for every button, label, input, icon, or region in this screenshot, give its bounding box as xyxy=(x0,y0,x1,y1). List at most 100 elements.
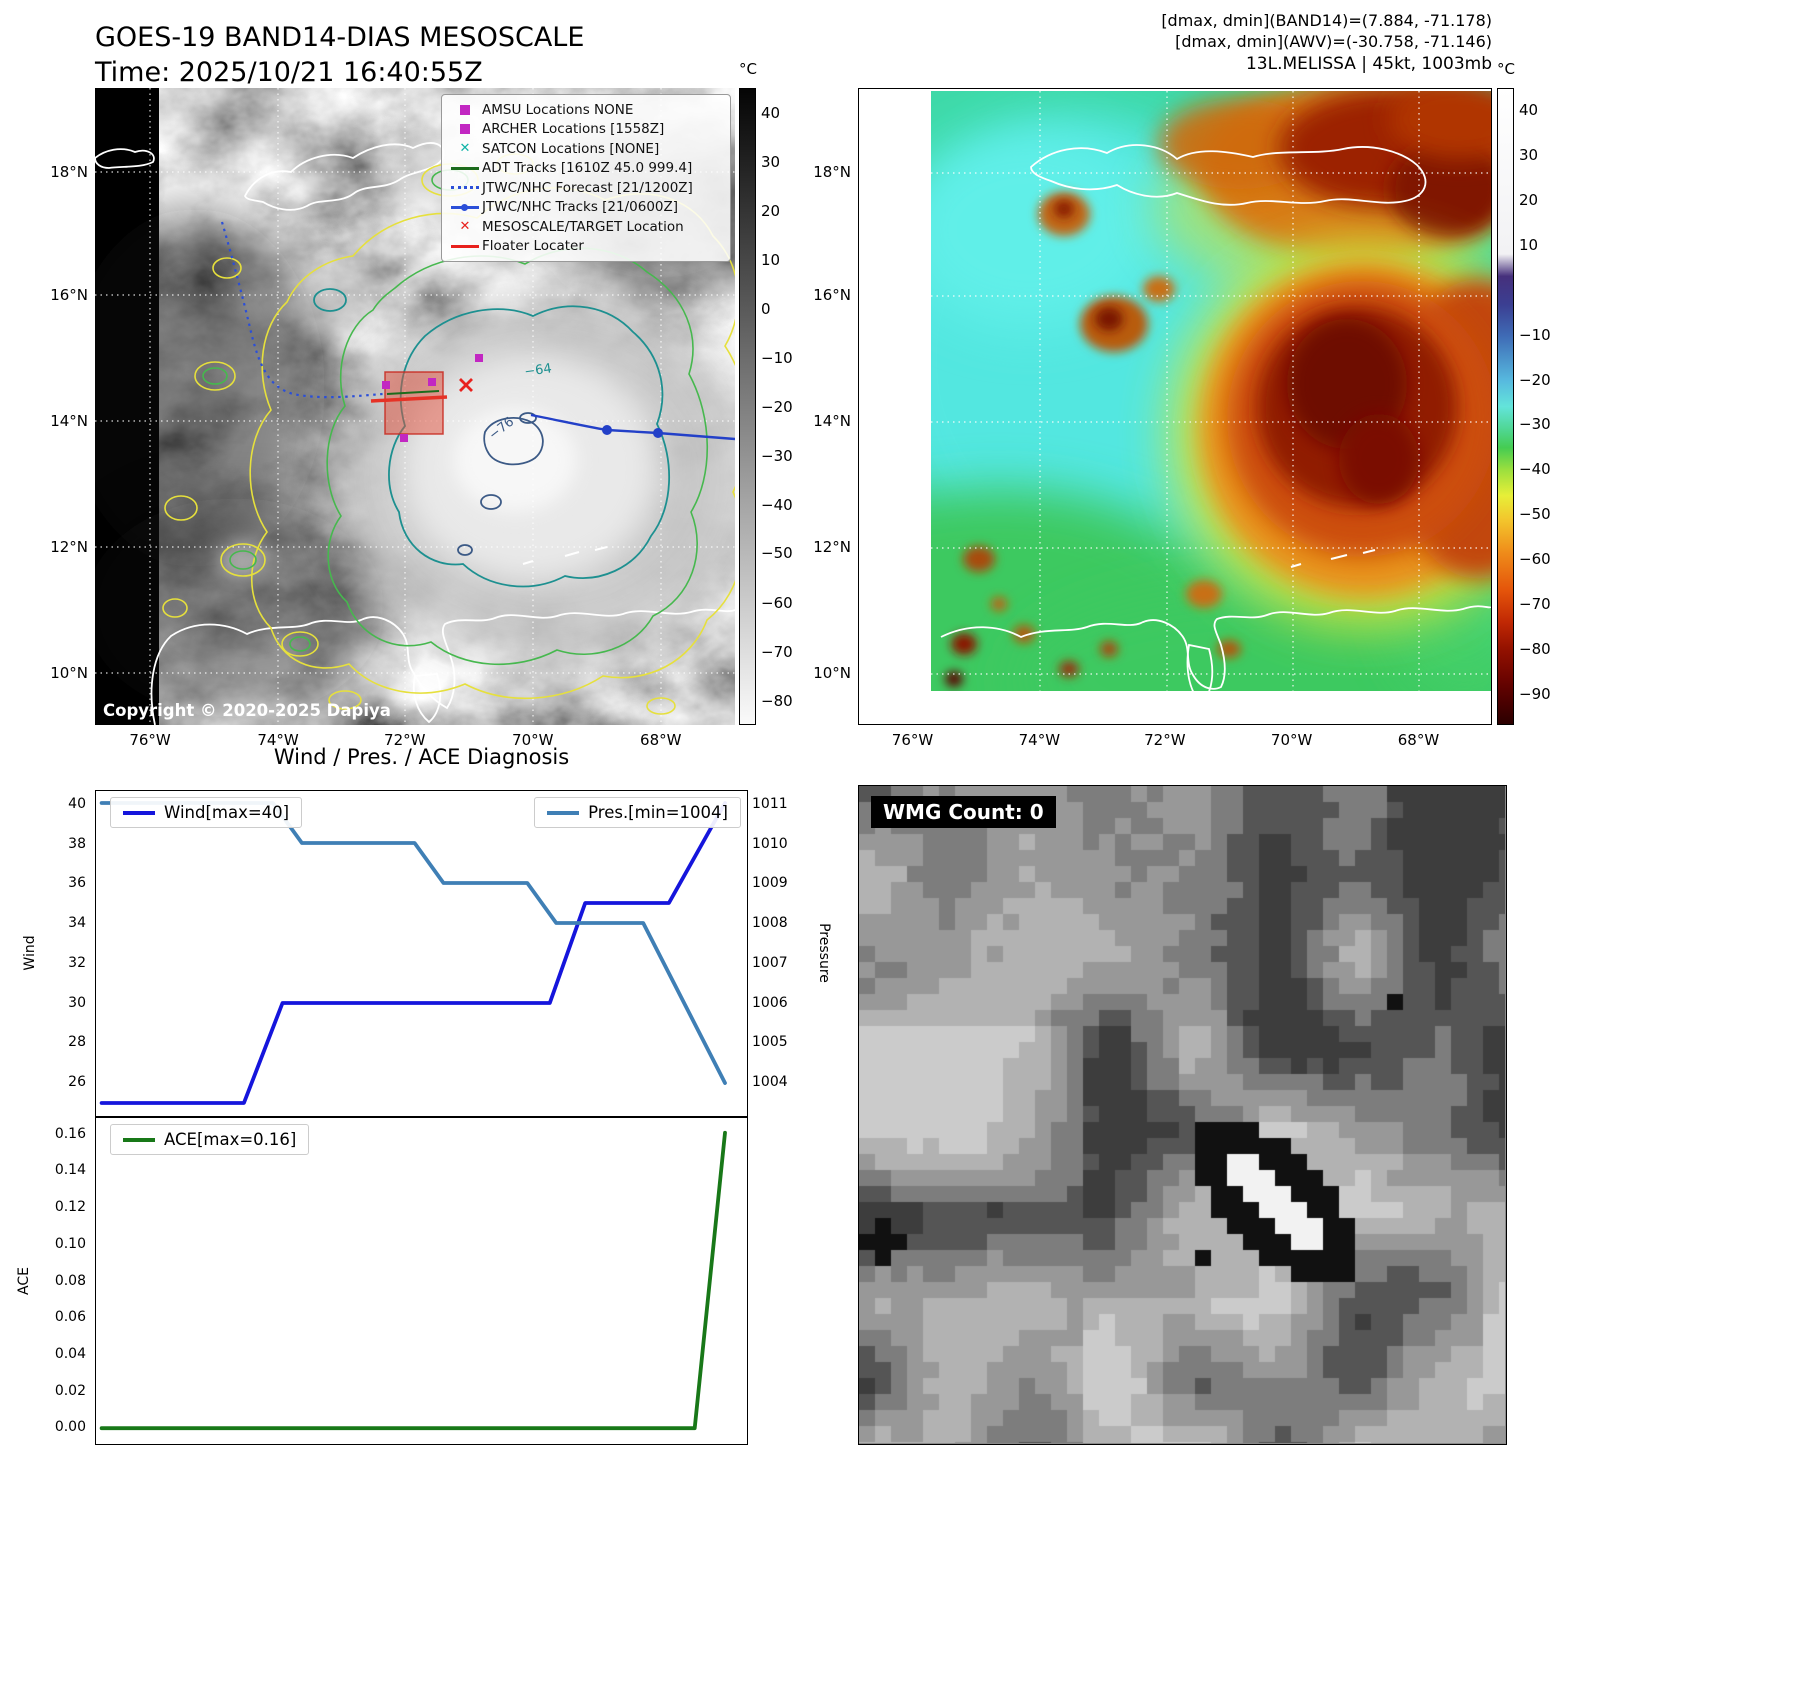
axis-tick-label: 36 xyxy=(68,875,86,892)
axis-tick-label: 74°W xyxy=(257,731,299,749)
awv-header: [dmax, dmin](BAND14)=(7.884, -71.178) [d… xyxy=(950,10,1492,75)
legend-marker-line-dot-icon xyxy=(448,203,482,212)
axis-tick-label: 38 xyxy=(68,835,86,852)
floater-locater-line xyxy=(370,395,448,403)
awv-header-line1: [dmax, dmin](BAND14)=(7.884, -71.178) xyxy=(1161,11,1492,30)
wind-axis-ticks: 26 28 30 32 34 36 38 40 xyxy=(48,792,86,1114)
axis-tick-label: 16°N xyxy=(50,286,88,305)
contour-label-64: −64 xyxy=(523,361,552,380)
adt-track-line xyxy=(386,390,440,395)
band14-colorbar-ticks: 40 30 20 10 0 −10 −20 −30 −40 −50 −60 −70 −80 xyxy=(761,88,803,725)
legend-item: AMSU Locations NONE xyxy=(448,100,724,120)
axis-tick-label: 1008 xyxy=(752,915,788,932)
pressure-axis-ticks: 1004 1005 1006 1007 1008 1009 1010 1011 xyxy=(752,792,798,1114)
axis-tick-label: −30 xyxy=(761,446,793,465)
mesoscale-target-x-icon xyxy=(459,378,473,392)
axis-tick-label: 1004 xyxy=(752,1074,788,1091)
axis-tick-label: 1005 xyxy=(752,1034,788,1051)
axis-tick-label: −80 xyxy=(761,691,793,710)
storm-info-line: 13L.MELISSA | 45kt, 1003mb xyxy=(1245,54,1492,74)
band14-time: Time: 2025/10/21 16:40:55Z xyxy=(95,57,483,88)
axis-tick-label: 0 xyxy=(761,299,771,318)
axis-tick-label: 76°W xyxy=(891,731,934,749)
axis-tick-label: 40 xyxy=(1519,101,1539,120)
axis-tick-label: 28 xyxy=(68,1034,86,1051)
legend-label: JTWC/NHC Forecast [21/1200Z] xyxy=(482,179,693,196)
ace-plot-area xyxy=(99,1130,727,1431)
axis-tick-label: 30 xyxy=(761,152,781,171)
axis-tick-label: 18°N xyxy=(813,163,851,182)
axis-tick-label: 0.06 xyxy=(54,1309,86,1326)
axis-tick-label: 14°N xyxy=(813,412,851,431)
axis-tick-label: 1011 xyxy=(752,795,788,812)
legend-label: ARCHER Locations [1558Z] xyxy=(482,121,665,138)
legend-marker-line-icon xyxy=(448,164,482,173)
axis-tick-label: 30 xyxy=(68,994,86,1011)
band14-colorbar xyxy=(739,88,756,725)
wind-pressure-chart: Wind[max=40] Pres.[min=1004] xyxy=(95,790,748,1117)
ace-axis-ticks: 0.00 0.02 0.04 0.06 0.08 0.10 0.12 0.14 0.16 xyxy=(42,1119,86,1442)
archer-amsu-markers xyxy=(382,354,483,442)
band14-map: −64 −76 AMSU Locations NONE ARCHER Locati… xyxy=(95,88,735,725)
legend-item: JTWC/NHC Forecast [21/1200Z] xyxy=(448,178,724,198)
pressure-legend: Pres.[min=1004] xyxy=(534,797,741,828)
legend-label: MESOSCALE/TARGET Location xyxy=(482,218,684,235)
axis-tick-label: −40 xyxy=(761,495,793,514)
axis-tick-label: 76°W xyxy=(129,731,171,749)
axis-tick-label: −20 xyxy=(1519,370,1551,389)
awv-colorbar-ticks: 40 30 20 10 −10 −20 −30 −40 −50 −60 −70 −80 −90 xyxy=(1519,88,1561,725)
legend-marker-dotted-icon xyxy=(448,186,482,190)
axis-tick-label: 0.08 xyxy=(54,1272,86,1289)
wmg-panel: WMG Count: 0 xyxy=(858,785,1507,1445)
axis-tick-label: 20 xyxy=(761,201,781,220)
wind-legend-label: Wind[max=40] xyxy=(164,803,290,822)
band14-legend: AMSU Locations NONE ARCHER Locations [155… xyxy=(441,94,731,262)
awv-header-line2: [dmax, dmin](AWV)=(-30.758, -71.146) xyxy=(1175,32,1492,51)
legend-marker-square-icon xyxy=(448,104,482,115)
pressure-legend-line-icon xyxy=(547,810,580,815)
awv-map xyxy=(858,88,1492,725)
pressure-axis-label: Pressure xyxy=(816,923,832,983)
axis-tick-label: 10°N xyxy=(50,663,88,682)
axis-tick-label: 10 xyxy=(1519,236,1539,254)
axis-tick-label: 1009 xyxy=(752,875,788,892)
wind-legend: Wind[max=40] xyxy=(110,797,303,828)
axis-tick-label: 72°W xyxy=(1144,731,1186,749)
ace-legend-label: ACE[max=0.16] xyxy=(164,1130,297,1149)
legend-label: SATCON Locations [NONE] xyxy=(482,140,660,157)
contour-teal xyxy=(313,288,670,588)
axis-tick-label: −90 xyxy=(1519,684,1551,703)
axis-tick-label: 0.14 xyxy=(54,1162,86,1179)
legend-item: JTWC/NHC Tracks [21/0600Z] xyxy=(448,198,724,218)
legend-marker-square-icon xyxy=(448,124,482,135)
wind-legend-line-icon xyxy=(123,810,155,815)
legend-item: ✕ SATCON Locations [NONE] xyxy=(448,139,724,159)
axis-tick-label: 14°N xyxy=(50,412,88,431)
legend-marker-line-icon xyxy=(448,242,482,251)
coastlines xyxy=(940,144,1491,691)
legend-label: Floater Locater xyxy=(482,238,584,255)
axis-tick-label: 34 xyxy=(68,915,86,932)
graticule xyxy=(931,91,1491,691)
ace-legend-line-icon xyxy=(123,1137,155,1142)
axis-tick-label: 0.12 xyxy=(54,1199,86,1216)
wind-pressure-plot-area xyxy=(99,801,727,1105)
wmg-count-badge: WMG Count: 0 xyxy=(871,796,1056,828)
axis-tick-label: 12°N xyxy=(50,538,88,557)
legend-item: ADT Tracks [1610Z 45.0 999.4] xyxy=(448,159,724,179)
awv-colorbar-unit: °C xyxy=(1497,60,1515,78)
axis-tick-label: 1006 xyxy=(752,994,788,1011)
axis-tick-label: −30 xyxy=(1519,415,1551,434)
copyright-text: Copyright © 2020-2025 Dapiya xyxy=(103,701,391,720)
legend-marker-x-icon: ✕ xyxy=(459,141,471,157)
legend-marker-x-icon: ✕ xyxy=(459,219,471,235)
axis-tick-label: −50 xyxy=(1519,505,1551,524)
axis-tick-label: 12°N xyxy=(813,538,851,557)
axis-tick-label: 16°N xyxy=(813,286,851,305)
band14-title: GOES-19 BAND14-DIAS MESOSCALE xyxy=(95,22,585,53)
band14-title-block: GOES-19 BAND14-DIAS MESOSCALE Time: 2025… xyxy=(95,20,584,90)
axis-tick-label: 70°W xyxy=(512,731,554,749)
contour-slate xyxy=(457,412,544,556)
axis-tick-label: 0.16 xyxy=(54,1125,86,1142)
